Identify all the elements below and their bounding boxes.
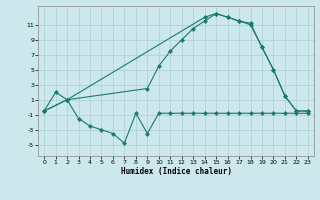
- X-axis label: Humidex (Indice chaleur): Humidex (Indice chaleur): [121, 167, 231, 176]
